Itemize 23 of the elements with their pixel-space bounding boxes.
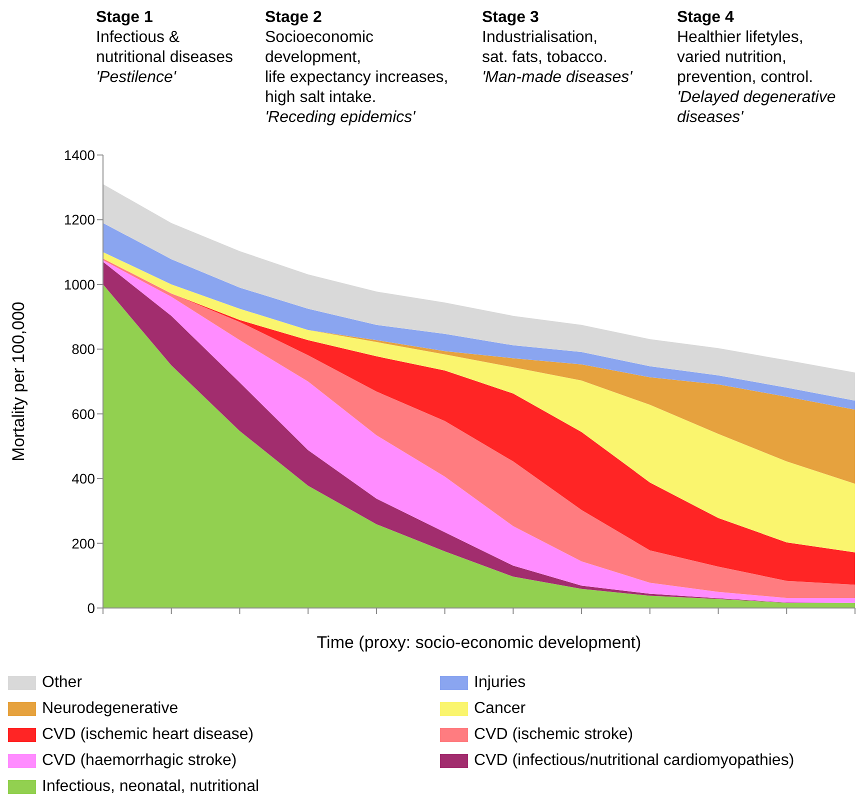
- legend-label: Infectious, neonatal, nutritional: [42, 778, 260, 796]
- legend-label: Other: [42, 674, 82, 692]
- y-tick-label: 400: [72, 470, 96, 487]
- y-axis-title: Mortality per 100,000: [9, 302, 28, 462]
- legend-label: CVD (ischemic stroke): [474, 726, 634, 744]
- y-tick-label: 0: [87, 600, 96, 616]
- legend-label: CVD (haemorrhagic stroke): [42, 752, 237, 770]
- text: Stage 1 Infectious & nutritional diseases 'Pestilence': [96, 8, 233, 88]
- y-tick-label: 1400: [64, 146, 96, 163]
- y-tick-label: 600: [72, 406, 96, 422]
- text: Stage 3 Industrialisation, sat. fats, tobacco. 'Man-made diseases': [482, 8, 632, 88]
- legend-label: Injuries: [474, 674, 526, 692]
- text: Stage 4 Healthier lifetyles, varied nutrition, prevention, control. 'Delayed degenerative diseases': [677, 8, 836, 128]
- y-tick-label: 800: [72, 341, 96, 358]
- legend-label: Neurodegenerative: [42, 700, 178, 718]
- legend-label: CVD (ischemic heart disease): [42, 726, 254, 744]
- legend-label: Cancer: [474, 700, 526, 718]
- text: Stage 2 Socioeconomic development, life expectancy increases, high salt intake. 'Receding epidemics': [265, 8, 448, 128]
- y-tick-label: 200: [72, 535, 96, 552]
- y-tick-label: 1000: [64, 276, 96, 292]
- legend-label: CVD (infectious/nutritional cardiomyopathies): [474, 752, 794, 770]
- x-axis-title: Time (proxy: socio-economic development): [316, 633, 642, 652]
- y-tick-label: 1200: [64, 212, 96, 228]
